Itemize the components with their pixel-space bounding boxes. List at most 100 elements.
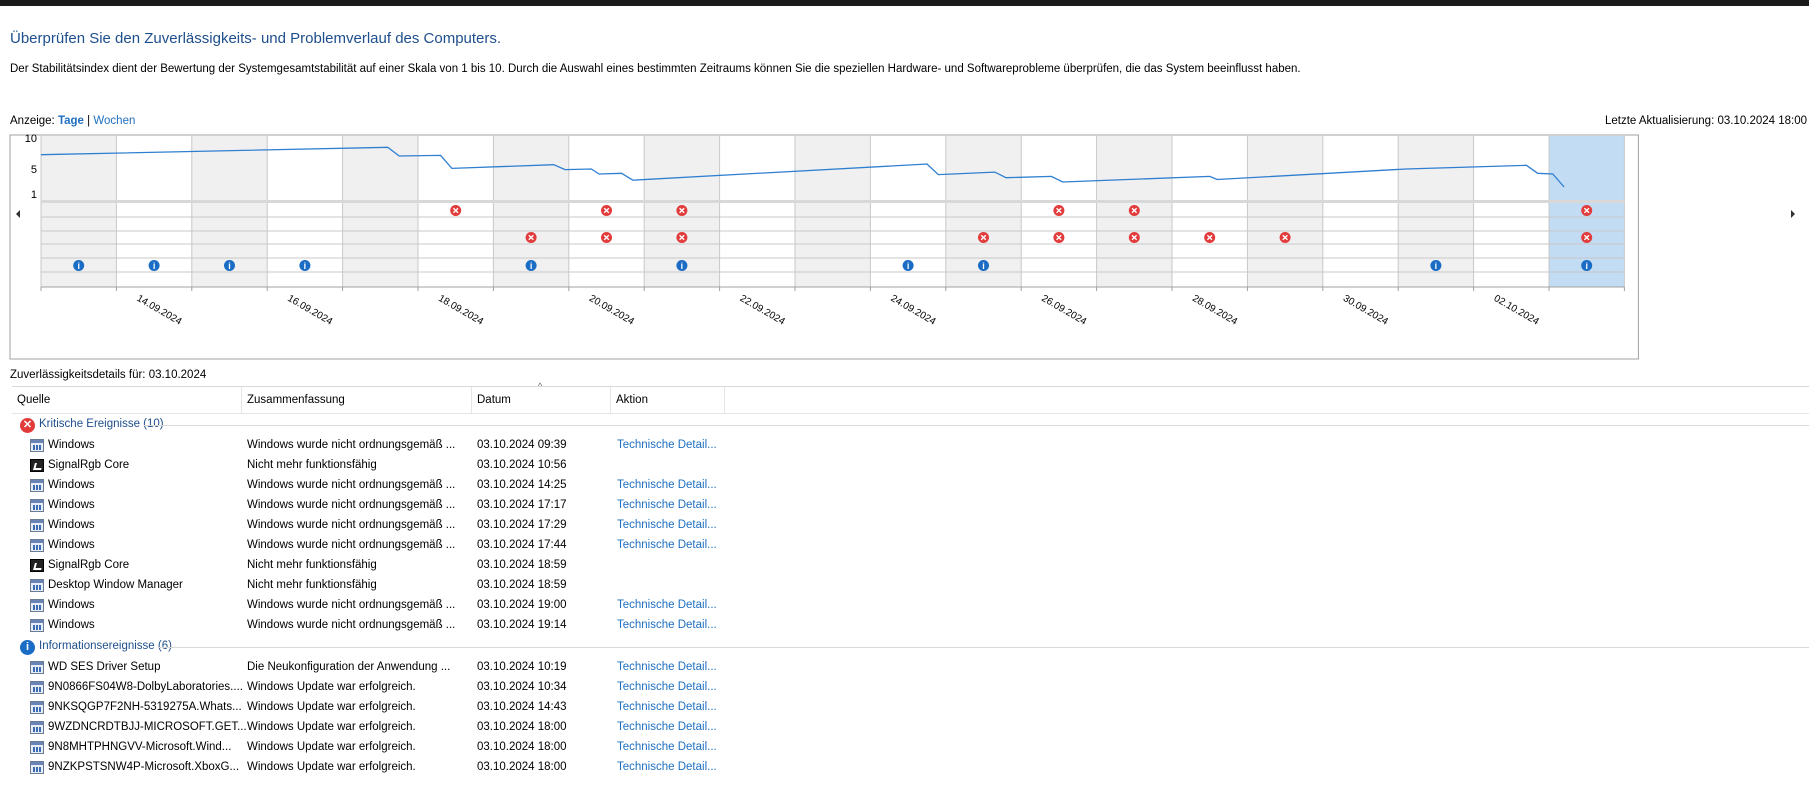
row-source: 9WZDNCRDTBJJ-MICROSOFT.GET... — [48, 721, 247, 733]
row-source: Windows — [48, 479, 95, 491]
row-summary: Windows wurde nicht ordnungsgemäß ... — [247, 539, 456, 551]
error-cross-icon — [603, 207, 610, 214]
row-source: 9NKSQGP7F2NH-5319275A.Whats... — [48, 701, 242, 713]
row-action-link[interactable]: Technische Detail... — [617, 599, 717, 611]
table-row[interactable]: SignalRgb Core Nicht mehr funktionsfähig 0… — [12, 456, 1809, 476]
row-summary: Windows Update war erfolgreich. — [247, 761, 416, 773]
row-source: Windows — [48, 619, 95, 631]
day-column[interactable] — [1172, 136, 1248, 287]
table-row[interactable]: Windows Windows wurde nicht ordnungsgemäß… — [12, 536, 1809, 556]
column-header-date[interactable]: Datum — [472, 387, 611, 413]
row-source: Windows — [48, 519, 95, 531]
row-summary: Windows Update war erfolgreich. — [247, 741, 416, 753]
error-cross-icon — [1206, 234, 1213, 241]
info-icon: i — [20, 640, 35, 655]
info-marker[interactable] — [73, 260, 85, 271]
row-action-link[interactable]: Technische Detail... — [617, 681, 717, 693]
windows-app-icon — [30, 519, 44, 532]
scroll-right-icon[interactable] — [1791, 210, 1795, 218]
row-action-link[interactable]: Technische Detail... — [617, 741, 717, 753]
scroll-left-icon[interactable] — [16, 210, 20, 218]
info-marker[interactable] — [224, 260, 235, 271]
row-date: 03.10.2024 14:43 — [477, 701, 567, 713]
info-marker[interactable] — [299, 260, 311, 271]
windows-app-icon — [30, 661, 44, 674]
details-table: Quelle Zusammenfassung Datum Aktion ^ ✕ K… — [12, 381, 1809, 778]
windows-app-icon — [30, 499, 44, 512]
row-action-link[interactable]: Technische Detail... — [617, 499, 717, 511]
error-cross-icon — [679, 234, 685, 241]
column-header-summary[interactable]: Zusammenfassung — [242, 387, 472, 413]
info-marker[interactable] — [902, 260, 914, 271]
row-action-link[interactable]: Technische Detail... — [617, 539, 717, 551]
y-tick-label: 1 — [31, 189, 37, 201]
row-source: Windows — [48, 539, 95, 551]
error-cross-icon — [1056, 234, 1062, 241]
table-row[interactable]: Windows Windows wurde nicht ordnungsgemäß… — [12, 476, 1809, 496]
row-action-link[interactable]: Technische Detail... — [617, 701, 717, 713]
window-top-bar — [0, 0, 1809, 6]
day-column[interactable] — [719, 136, 795, 287]
error-cross-icon — [452, 207, 459, 214]
row-action-link[interactable]: Technische Detail... — [617, 439, 717, 451]
error-cross-icon — [1131, 234, 1138, 241]
table-row[interactable]: 9N0866FS04W8-DolbyLaboratories.... Window… — [12, 678, 1809, 698]
windows-app-icon — [30, 479, 44, 492]
row-date: 03.10.2024 10:34 — [477, 681, 567, 693]
table-row[interactable]: Windows Windows wurde nicht ordnungsgemäß… — [12, 436, 1809, 456]
row-date: 03.10.2024 19:00 — [477, 599, 567, 611]
table-row[interactable]: WD SES Driver Setup Die Neukonfiguration … — [12, 658, 1809, 678]
row-source: SignalRgb Core — [48, 559, 130, 571]
table-header: Quelle Zusammenfassung Datum Aktion ^ — [12, 381, 1809, 414]
table-row[interactable]: Windows Windows wurde nicht ordnungsgemäß… — [12, 596, 1809, 616]
row-date: 03.10.2024 09:39 — [477, 439, 567, 451]
table-row[interactable]: SignalRgb Core Nicht mehr funktionsfähig 0… — [12, 556, 1809, 576]
info-marker[interactable] — [978, 260, 989, 271]
day-column[interactable] — [342, 136, 418, 287]
signalrgb-app-icon — [30, 459, 44, 472]
table-row[interactable]: Windows Windows wurde nicht ordnungsgemäß… — [12, 496, 1809, 516]
day-column[interactable] — [795, 136, 871, 287]
y-tick-label: 5 — [31, 164, 37, 176]
row-source: 9N0866FS04W8-DolbyLaboratories.... — [48, 681, 243, 693]
table-row[interactable]: 9N8MHTPHNGVV-Microsoft.Wind... Windows Up… — [12, 738, 1809, 758]
windows-app-icon — [30, 619, 44, 632]
row-summary: Windows wurde nicht ordnungsgemäß ... — [247, 479, 456, 491]
row-date: 03.10.2024 14:25 — [477, 479, 567, 491]
column-header-action[interactable]: Aktion — [611, 387, 725, 413]
table-row[interactable]: Desktop Window Manager Nicht mehr funktio… — [12, 576, 1809, 596]
row-source: SignalRgb Core — [48, 459, 130, 471]
row-action-link[interactable]: Technische Detail... — [617, 479, 717, 491]
row-action-link[interactable]: Technische Detail... — [617, 661, 717, 673]
row-action-link[interactable]: Technische Detail... — [617, 721, 717, 733]
column-header-source[interactable]: Quelle — [12, 387, 242, 413]
view-weeks-link[interactable]: Wochen — [93, 115, 136, 127]
info-i-icon: i — [1585, 261, 1588, 271]
table-row[interactable]: 9NZKPSTSNW4P-Microsoft.XboxG... Windows U… — [12, 758, 1809, 778]
info-marker[interactable] — [1581, 260, 1593, 271]
table-row[interactable]: Windows Windows wurde nicht ordnungsgemäß… — [12, 616, 1809, 636]
view-days-link[interactable]: Tage — [57, 115, 84, 127]
day-column[interactable] — [1322, 136, 1399, 287]
info-marker[interactable] — [676, 260, 688, 271]
page-description: Der Stabilitätsindex dient der Bewertung… — [10, 63, 1301, 75]
stability-index-line — [40, 146, 1565, 188]
row-action-link[interactable]: Technische Detail... — [617, 761, 717, 773]
table-row[interactable]: Windows Windows wurde nicht ordnungsgemäß… — [12, 516, 1809, 536]
table-body: ✕ Kritische Ereignisse (10) Windows Windows… — [12, 414, 1809, 778]
info-marker[interactable] — [148, 260, 160, 271]
row-action-link[interactable]: Technische Detail... — [617, 619, 717, 631]
error-icon: ✕ — [20, 418, 35, 433]
row-action-link[interactable]: Technische Detail... — [617, 519, 717, 531]
table-row[interactable]: 9WZDNCRDTBJJ-MICROSOFT.GET... Windows Upd… — [12, 718, 1809, 738]
info-marker[interactable] — [1430, 260, 1442, 271]
day-column[interactable] — [1247, 136, 1323, 287]
row-summary: Windows wurde nicht ordnungsgemäß ... — [247, 499, 456, 511]
group-header[interactable]: ✕ Kritische Ereignisse (10) — [12, 414, 1809, 436]
row-date: 03.10.2024 17:29 — [477, 519, 567, 531]
group-header[interactable]: i Informationsereignisse (6) — [12, 636, 1809, 658]
day-column[interactable] — [1473, 136, 1549, 287]
table-row[interactable]: 9NKSQGP7F2NH-5319275A.Whats... Windows Up… — [12, 698, 1809, 718]
info-marker[interactable] — [525, 260, 537, 271]
